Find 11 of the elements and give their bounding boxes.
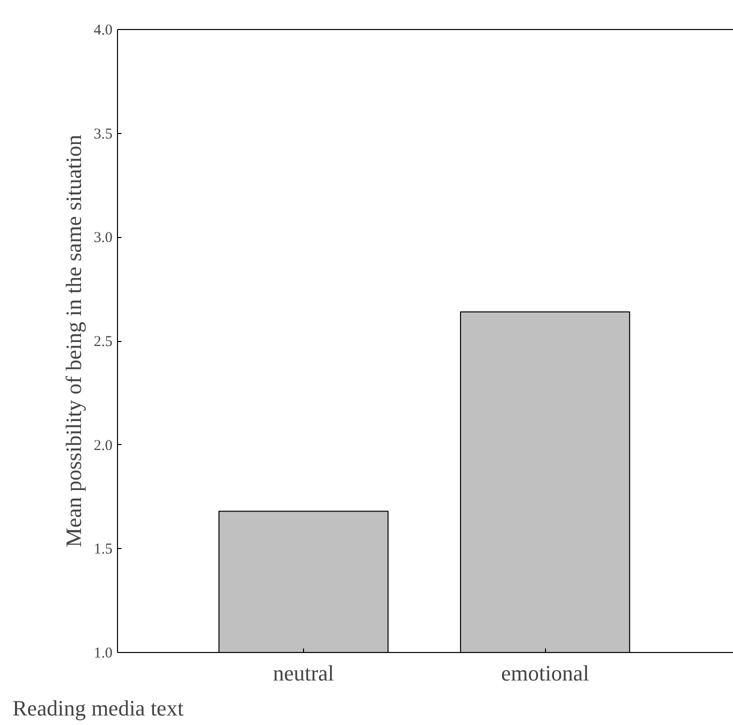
y-tick-label: 2.0 <box>94 438 112 454</box>
y-tick-label: 3.5 <box>94 126 112 142</box>
y-tick-label: 1.5 <box>94 542 112 558</box>
y-axis-title: Mean possibility of being in the same situation <box>60 134 86 548</box>
y-tick-label: 4.0 <box>94 22 112 38</box>
y-tick-label: 3.0 <box>94 230 112 246</box>
x-axis-title: Reading media text <box>12 696 184 720</box>
x-tick-label: emotional <box>501 660 590 686</box>
y-tick-label: 2.5 <box>94 334 112 350</box>
x-tick-label: neutral <box>272 660 334 686</box>
y-tick-label: 1.0 <box>94 646 112 662</box>
